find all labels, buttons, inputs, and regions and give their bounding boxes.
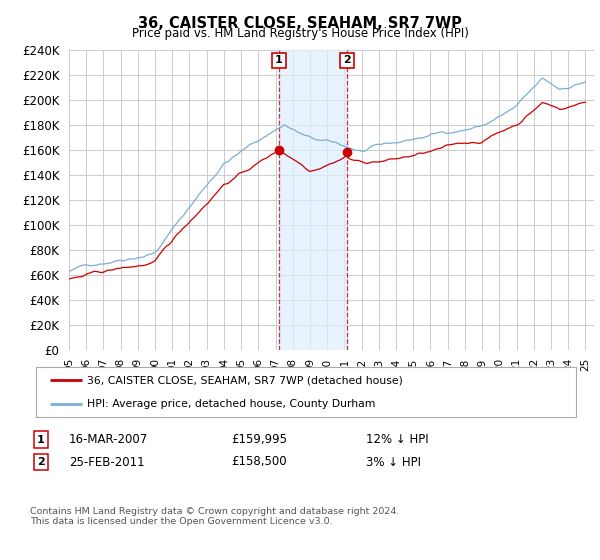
Text: 16-MAR-2007: 16-MAR-2007 xyxy=(69,433,148,446)
Text: 3% ↓ HPI: 3% ↓ HPI xyxy=(366,455,421,469)
Text: 2: 2 xyxy=(37,457,44,467)
Text: Price paid vs. HM Land Registry's House Price Index (HPI): Price paid vs. HM Land Registry's House … xyxy=(131,27,469,40)
Text: 12% ↓ HPI: 12% ↓ HPI xyxy=(366,433,428,446)
Bar xyxy=(279,50,347,350)
Text: HPI: Average price, detached house, County Durham: HPI: Average price, detached house, Coun… xyxy=(88,399,376,409)
Text: £159,995: £159,995 xyxy=(231,433,287,446)
Text: 1: 1 xyxy=(37,435,44,445)
Text: 25-FEB-2011: 25-FEB-2011 xyxy=(69,455,145,469)
Text: £158,500: £158,500 xyxy=(231,455,287,469)
Text: 2: 2 xyxy=(343,55,351,66)
Text: 36, CAISTER CLOSE, SEAHAM, SR7 7WP (detached house): 36, CAISTER CLOSE, SEAHAM, SR7 7WP (deta… xyxy=(88,375,403,385)
Text: 1: 1 xyxy=(275,55,283,66)
Text: Contains HM Land Registry data © Crown copyright and database right 2024.
This d: Contains HM Land Registry data © Crown c… xyxy=(30,507,400,526)
Text: 36, CAISTER CLOSE, SEAHAM, SR7 7WP: 36, CAISTER CLOSE, SEAHAM, SR7 7WP xyxy=(138,16,462,31)
